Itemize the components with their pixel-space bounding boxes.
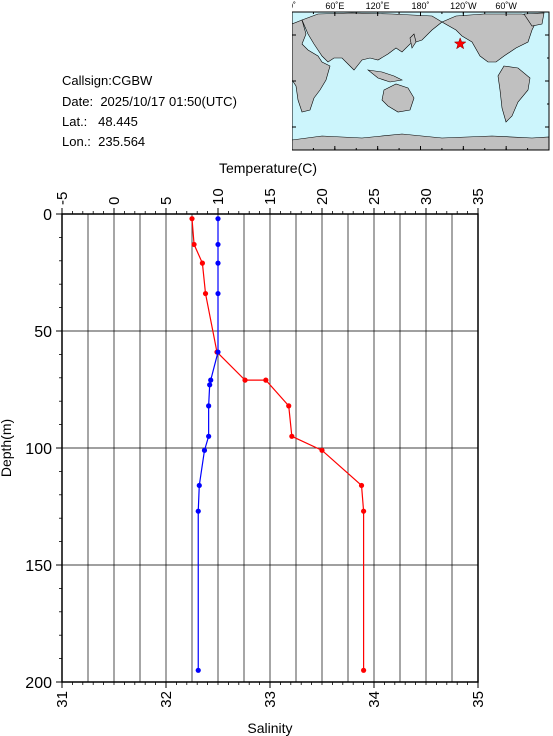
salinity-tick-label: 33 (262, 691, 279, 708)
series-layer (189, 216, 367, 673)
salinity-data-point (215, 349, 221, 355)
map-lon-labels: 0˚ 60˚E 120˚E 180˚ 120˚W 60˚W (292, 1, 517, 11)
salinity-data-point (195, 508, 201, 514)
salinity-tick-label: 34 (366, 691, 383, 708)
land-japan (409, 33, 417, 49)
map-lon-label: 180˚ (411, 1, 429, 11)
station-star-icon (453, 37, 467, 50)
temperature-data-point (319, 447, 325, 453)
lon-value: 235.564 (98, 134, 146, 149)
salinity-data-point (215, 216, 221, 222)
map-lon-label: 120˚E (366, 1, 390, 11)
salinity-data-point (201, 447, 208, 453)
temperature-data-point (242, 377, 248, 383)
callsign-value: CGBW (111, 73, 153, 88)
temperature-axis-label: Temperature(C) (219, 160, 317, 176)
map-lon-label: 0˚ (292, 1, 296, 11)
temperature-data-point (286, 403, 292, 409)
depth-axis-label: Depth(m) (0, 419, 14, 477)
temperature-data-point (358, 482, 365, 489)
temperature-tick-label: 30 (418, 188, 435, 205)
depth-tick-label: 150 (25, 558, 52, 575)
temperature-data-point (189, 216, 195, 222)
temperature-data-point (361, 667, 367, 673)
salinity-tick-label: 31 (54, 691, 71, 708)
map-land (292, 12, 550, 151)
temperature-data-point (361, 508, 367, 514)
temperature-tick-label: 10 (210, 188, 227, 205)
temperature-tick-label: 35 (470, 188, 487, 205)
lat-value: 48.445 (98, 114, 138, 129)
temperature-tick-label: 15 (262, 188, 279, 205)
temperature-data-point (214, 349, 220, 355)
temperature-data-point (263, 377, 269, 383)
chart-ticks (56, 208, 479, 688)
land-north-america (441, 13, 539, 63)
temperature-data-point (202, 290, 209, 297)
salinity-tick-label: 35 (470, 691, 487, 708)
map-ticks (292, 11, 550, 151)
land-south-america (497, 65, 531, 123)
lon-label: Lon.: (62, 134, 91, 149)
salinity-data-point (206, 433, 212, 439)
depth-tick-label: 200 (25, 675, 52, 692)
salinity-data-point (196, 482, 202, 489)
chart-grid (62, 214, 478, 682)
temperature-data-point (191, 241, 197, 248)
land-greenland (523, 12, 545, 27)
lat-label: Lat.: (62, 114, 88, 129)
salinity-profile-line (197, 218, 219, 671)
temperature-data-point (199, 260, 205, 266)
callsign-line: Callsign:CGBW (62, 73, 152, 89)
map-lon-label: 60˚E (325, 1, 344, 11)
temperature-tick-label: 25 (366, 188, 383, 205)
callsign-label: Callsign: (62, 73, 112, 88)
temperature-profile-line (191, 218, 365, 671)
plot-frame (61, 213, 479, 683)
salinity-data-point (195, 667, 201, 673)
temperature-tick-label: 5 (158, 197, 175, 205)
land-australia (381, 83, 415, 113)
salinity-axis-label: Salinity (247, 720, 292, 736)
salinity-data-point (207, 382, 213, 388)
salinity-data-point (206, 403, 212, 409)
lon-line: Lon.: 235.564 (62, 134, 145, 150)
land-eurasia (301, 12, 443, 71)
depth-tick-labels: 0 50 100 150 200 (25, 207, 52, 692)
land-africa-europe (292, 19, 331, 113)
temperature-tick-label: 0 (106, 197, 123, 205)
salinity-tick-label: 32 (158, 691, 175, 708)
salinity-data-point (208, 377, 214, 383)
depth-tick-label: 0 (43, 207, 52, 224)
map-lon-label: 60˚W (495, 1, 517, 11)
date-line: Date: 2025/10/17 01:50(UTC) (62, 94, 237, 110)
land-indonesia (366, 69, 403, 83)
temperature-tick-label: -5 (54, 192, 71, 205)
depth-tick-label: 50 (34, 324, 52, 341)
lat-line: Lat.: 48.445 (62, 114, 138, 130)
depth-tick-label: 100 (25, 441, 52, 458)
salinity-tick-labels: 31 32 33 34 35 (54, 691, 487, 708)
salinity-data-point (215, 290, 221, 297)
salinity-data-point (215, 260, 221, 266)
date-value: 2025/10/17 01:50(UTC) (100, 94, 237, 109)
date-label: Date: (62, 94, 94, 109)
temperature-tick-label: 20 (314, 188, 331, 205)
temperature-tick-labels: -5 0 5 10 15 20 25 30 35 (54, 188, 487, 205)
temperature-data-point (289, 433, 295, 439)
map-lon-label: 120˚W (450, 1, 477, 11)
salinity-data-point (215, 241, 221, 248)
